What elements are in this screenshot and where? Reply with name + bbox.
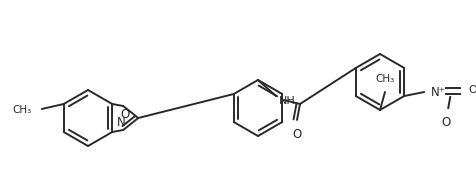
Text: O: O	[120, 107, 129, 121]
Text: N⁺: N⁺	[430, 85, 445, 99]
Text: NH: NH	[278, 96, 295, 106]
Text: O: O	[441, 116, 450, 129]
Text: N: N	[117, 115, 125, 129]
Text: O: O	[292, 128, 301, 141]
Text: CH₃: CH₃	[12, 105, 32, 115]
Text: O⁻: O⁻	[467, 85, 476, 95]
Text: CH₃: CH₃	[375, 74, 394, 84]
